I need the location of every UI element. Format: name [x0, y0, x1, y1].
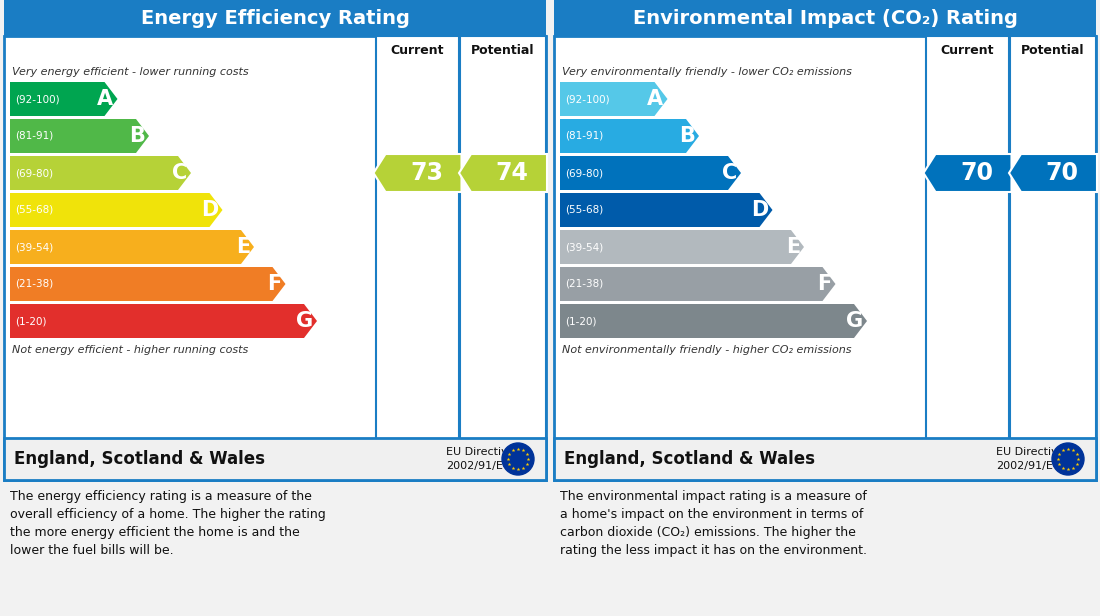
- Bar: [4, 0, 546, 36]
- Circle shape: [1052, 443, 1084, 475]
- Text: G: G: [846, 311, 864, 331]
- Text: (1-20): (1-20): [565, 316, 596, 326]
- Text: The environmental impact rating is a measure of
a home's impact on the environme: The environmental impact rating is a mea…: [560, 490, 867, 557]
- Text: (21-38): (21-38): [15, 279, 53, 289]
- Text: 74: 74: [496, 161, 528, 185]
- Text: E: E: [235, 237, 250, 257]
- Text: (55-68): (55-68): [15, 205, 53, 215]
- Text: E: E: [785, 237, 800, 257]
- Text: G: G: [296, 311, 314, 331]
- Polygon shape: [10, 230, 254, 264]
- Text: Current: Current: [940, 44, 994, 57]
- Polygon shape: [10, 119, 148, 153]
- Polygon shape: [374, 154, 462, 192]
- Polygon shape: [1009, 154, 1097, 192]
- Text: Very energy efficient - lower running costs: Very energy efficient - lower running co…: [12, 67, 249, 77]
- Text: 70: 70: [960, 161, 993, 185]
- Text: (81-91): (81-91): [15, 131, 53, 141]
- Polygon shape: [10, 156, 191, 190]
- Text: F: F: [267, 274, 282, 294]
- Text: England, Scotland & Wales: England, Scotland & Wales: [564, 450, 815, 468]
- Text: Energy Efficiency Rating: Energy Efficiency Rating: [141, 9, 409, 28]
- Text: Current: Current: [390, 44, 444, 57]
- Polygon shape: [924, 154, 1012, 192]
- Text: Environmental Impact (CO₂) Rating: Environmental Impact (CO₂) Rating: [632, 9, 1018, 28]
- Text: Not environmentally friendly - higher CO₂ emissions: Not environmentally friendly - higher CO…: [562, 345, 851, 355]
- Text: (69-80): (69-80): [565, 168, 603, 178]
- Text: A: A: [98, 89, 113, 109]
- Bar: [554, 0, 1096, 36]
- Text: C: C: [722, 163, 737, 183]
- Bar: [4, 438, 546, 480]
- Text: (81-91): (81-91): [565, 131, 603, 141]
- Text: Very environmentally friendly - lower CO₂ emissions: Very environmentally friendly - lower CO…: [562, 67, 851, 77]
- Text: (39-54): (39-54): [15, 242, 53, 252]
- Text: (21-38): (21-38): [565, 279, 603, 289]
- Text: 2002/91/EC: 2002/91/EC: [446, 461, 510, 471]
- Text: (55-68): (55-68): [565, 205, 603, 215]
- Text: 73: 73: [410, 161, 443, 185]
- Bar: [1010, 36, 1096, 480]
- Bar: [554, 438, 1096, 480]
- Text: England, Scotland & Wales: England, Scotland & Wales: [14, 450, 265, 468]
- Bar: [4, 36, 546, 480]
- Text: Not energy efficient - higher running costs: Not energy efficient - higher running co…: [12, 345, 249, 355]
- Bar: [376, 36, 459, 480]
- Polygon shape: [560, 230, 804, 264]
- Text: Potential: Potential: [471, 44, 535, 57]
- Text: (92-100): (92-100): [565, 94, 609, 104]
- Text: B: B: [679, 126, 695, 146]
- Text: (92-100): (92-100): [15, 94, 59, 104]
- Circle shape: [502, 443, 534, 475]
- Polygon shape: [560, 156, 741, 190]
- Text: EU Directive: EU Directive: [996, 447, 1065, 457]
- Text: D: D: [751, 200, 769, 220]
- Polygon shape: [560, 304, 867, 338]
- Text: (69-80): (69-80): [15, 168, 53, 178]
- Polygon shape: [10, 193, 222, 227]
- Polygon shape: [560, 267, 836, 301]
- Polygon shape: [560, 119, 698, 153]
- Text: (39-54): (39-54): [565, 242, 603, 252]
- Bar: [460, 36, 546, 480]
- Polygon shape: [459, 154, 547, 192]
- Text: D: D: [201, 200, 219, 220]
- Text: A: A: [648, 89, 663, 109]
- Bar: [926, 36, 1009, 480]
- Text: B: B: [129, 126, 145, 146]
- Text: (1-20): (1-20): [15, 316, 46, 326]
- Text: The energy efficiency rating is a measure of the
overall efficiency of a home. T: The energy efficiency rating is a measur…: [10, 490, 326, 557]
- Text: C: C: [172, 163, 187, 183]
- Polygon shape: [10, 304, 317, 338]
- Polygon shape: [10, 82, 118, 116]
- Text: Potential: Potential: [1021, 44, 1085, 57]
- Text: 2002/91/EC: 2002/91/EC: [996, 461, 1060, 471]
- Polygon shape: [560, 82, 668, 116]
- Text: EU Directive: EU Directive: [446, 447, 515, 457]
- Text: F: F: [817, 274, 832, 294]
- Polygon shape: [560, 193, 772, 227]
- Bar: [554, 36, 1096, 480]
- Polygon shape: [10, 267, 286, 301]
- Text: 70: 70: [1045, 161, 1078, 185]
